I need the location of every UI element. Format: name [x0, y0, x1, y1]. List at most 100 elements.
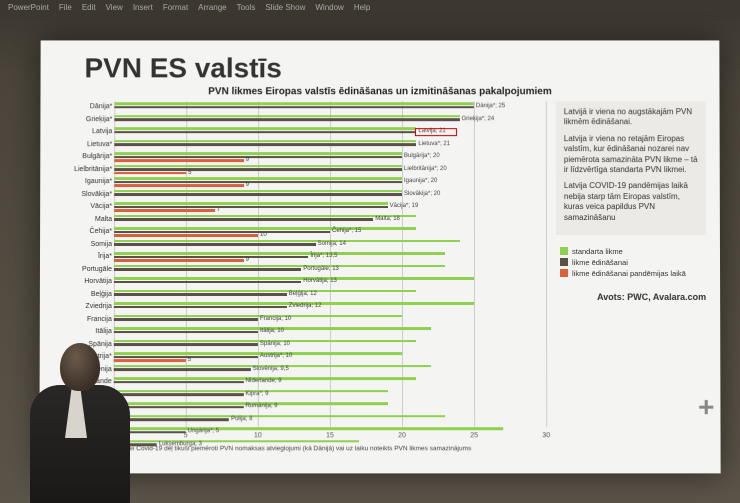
bar-catering: [114, 268, 301, 271]
menu-item[interactable]: Window: [315, 3, 343, 15]
bar-pandemic-label: 9: [246, 259, 249, 262]
bar-value-label: Slovēnija; 9,5: [253, 368, 289, 371]
chart-row: Bulgārija*Bulgārija*; 209: [114, 151, 546, 163]
chart-row: NīderlandeNīderlande; 9: [114, 376, 546, 389]
legend-swatch: [560, 258, 568, 266]
bar-value-label: Austrija*; 10: [260, 355, 292, 358]
menu-item[interactable]: View: [106, 3, 123, 15]
menu-item[interactable]: Format: [163, 3, 188, 15]
chart-row: Dānija*Dānija*; 25: [114, 101, 545, 113]
bar-catering: [114, 431, 186, 434]
menu-item[interactable]: Arrange: [198, 3, 226, 15]
bar-value-label: Polija; 8: [231, 418, 252, 421]
bar-value-label: Īrija*; 13,5: [310, 255, 337, 258]
country-label: Spānija: [54, 339, 112, 351]
bar-catering: [114, 393, 244, 396]
bar-value-label: Lielbritānija*; 20: [404, 168, 447, 171]
bar-standard: [114, 264, 445, 267]
bar-value-label: Igaunija*; 20: [404, 180, 437, 183]
bar-catering: [114, 368, 251, 371]
bar-pandemic-label: 5: [188, 172, 191, 175]
chart-title: PVN likmes Eiropas valstīs ēdināšanas un…: [54, 86, 705, 97]
chart-row: Lietuva*Lietuva*; 21: [114, 139, 546, 151]
chart-row: Vācija*Vācija*; 197: [114, 201, 546, 213]
country-label: Čehija*: [54, 226, 112, 238]
bar-catering: [114, 331, 258, 334]
note-paragraph: Latvijā ir viena no augstākajām PVN likm…: [564, 107, 698, 128]
bar-value-label: Dānija*; 25: [476, 105, 505, 108]
bar-standard: [114, 440, 359, 443]
bar-pandemic-label: 7: [217, 209, 220, 212]
country-label: Malta: [54, 214, 112, 226]
menu-item[interactable]: Insert: [133, 3, 153, 15]
presentation-slide: PVN ES valstīs PVN likmes Eiropas valstī…: [39, 40, 720, 473]
bar-standard: [114, 102, 474, 105]
bar-pandemic-label: 9: [246, 159, 249, 162]
bar-value-label: Ungārija*; 5: [188, 430, 219, 433]
source-attribution: Avots: PWC, Avalara.com: [556, 292, 706, 302]
legend-item: likme ēdināšanai: [560, 258, 702, 267]
bar-value-label: Nīderlande; 9: [245, 380, 281, 383]
note-paragraph: Latvija ir viena no retajām Eiropas vals…: [564, 134, 698, 175]
bar-catering: [114, 206, 387, 209]
legend-label: likme ēdināšanai: [572, 258, 628, 267]
bar-catering: [114, 156, 402, 159]
bar-catering: [114, 293, 287, 296]
bar-catering: [114, 443, 157, 446]
bar-standard: [114, 190, 402, 193]
bar-catering: [114, 118, 459, 121]
chart-row: Lielbritānija*Lielbritānija*; 205: [114, 164, 546, 176]
bar-catering: [114, 418, 229, 421]
bar-standard: [114, 427, 503, 430]
bar-pandemic: [114, 234, 258, 237]
chart-row: PolijaPolija; 8: [114, 414, 547, 427]
chart-row: SlovēnijaSlovēnija; 9,5: [114, 364, 546, 377]
country-label: Nīderlande: [54, 376, 112, 388]
bar-pandemic: [114, 172, 186, 175]
country-label: Ungārija*: [53, 426, 111, 438]
bar-value-label: Zviedrija; 12: [289, 305, 322, 308]
bar-standard: [114, 115, 459, 118]
menu-item[interactable]: Slide Show: [265, 3, 305, 15]
bar-pandemic-label: 5: [188, 359, 191, 362]
bar-pandemic: [114, 359, 186, 362]
bar-value-label: Čehija*; 15: [332, 230, 361, 233]
bar-value-label: Latvija; 21: [418, 130, 445, 133]
legend-swatch: [560, 269, 568, 277]
bar-standard: [114, 415, 446, 418]
bar-standard: [114, 227, 416, 230]
side-notes: Latvijā ir viena no augstākajām PVN likm…: [556, 101, 706, 235]
chart-row: HorvātijaHorvātija; 13: [114, 276, 546, 289]
country-label: Grieķija*: [54, 114, 112, 126]
country-label: Beļģija: [54, 289, 112, 301]
chart-row: Čehija*Čehija*; 1510: [114, 226, 546, 238]
bar-value-label: Grieķija*; 24: [461, 118, 494, 121]
chart-row: Grieķija*Grieķija*; 24: [114, 114, 546, 126]
menu-item[interactable]: File: [59, 3, 72, 15]
country-label: Rumānija: [54, 401, 112, 413]
chart-row: Ungārija*Ungārija*; 5: [114, 426, 547, 439]
chart-row: BeļģijaBeļģija; 12: [114, 289, 546, 302]
chart-row: LatvijaLatvija; 21: [114, 126, 546, 138]
bar-value-label: Luksemburga; 3: [159, 443, 202, 446]
note-paragraph: Latvija COVID-19 pandēmijas laikā nebija…: [564, 181, 698, 223]
menu-item[interactable]: Edit: [82, 3, 96, 15]
macos-menubar: PowerPoint File Edit View Insert Format Arrang…: [0, 0, 740, 18]
bar-catering: [114, 231, 330, 234]
chart-legend: standarta likmelikme ēdināšanailikme ēdi…: [556, 243, 706, 284]
menu-item[interactable]: Tools: [237, 3, 256, 15]
bar-value-label: Somija; 14: [318, 243, 346, 246]
country-label: Bulgārija*: [54, 151, 112, 163]
country-label: Igaunija*: [54, 176, 112, 188]
country-label: Portugāle: [54, 263, 112, 275]
plus-icon: +: [698, 391, 714, 423]
country-label: Slovēnija: [54, 364, 112, 376]
menu-item[interactable]: PowerPoint: [8, 3, 49, 15]
menu-item[interactable]: Help: [354, 3, 370, 15]
chart-row: RumānijaRumānija; 9: [114, 401, 547, 414]
bar-pandemic-label: 9: [246, 184, 249, 187]
bar-standard: [114, 290, 416, 293]
chart-row: Kipra*Kipra*; 9: [114, 389, 547, 402]
bar-pandemic: [114, 159, 243, 162]
bar-standard: [114, 202, 387, 205]
